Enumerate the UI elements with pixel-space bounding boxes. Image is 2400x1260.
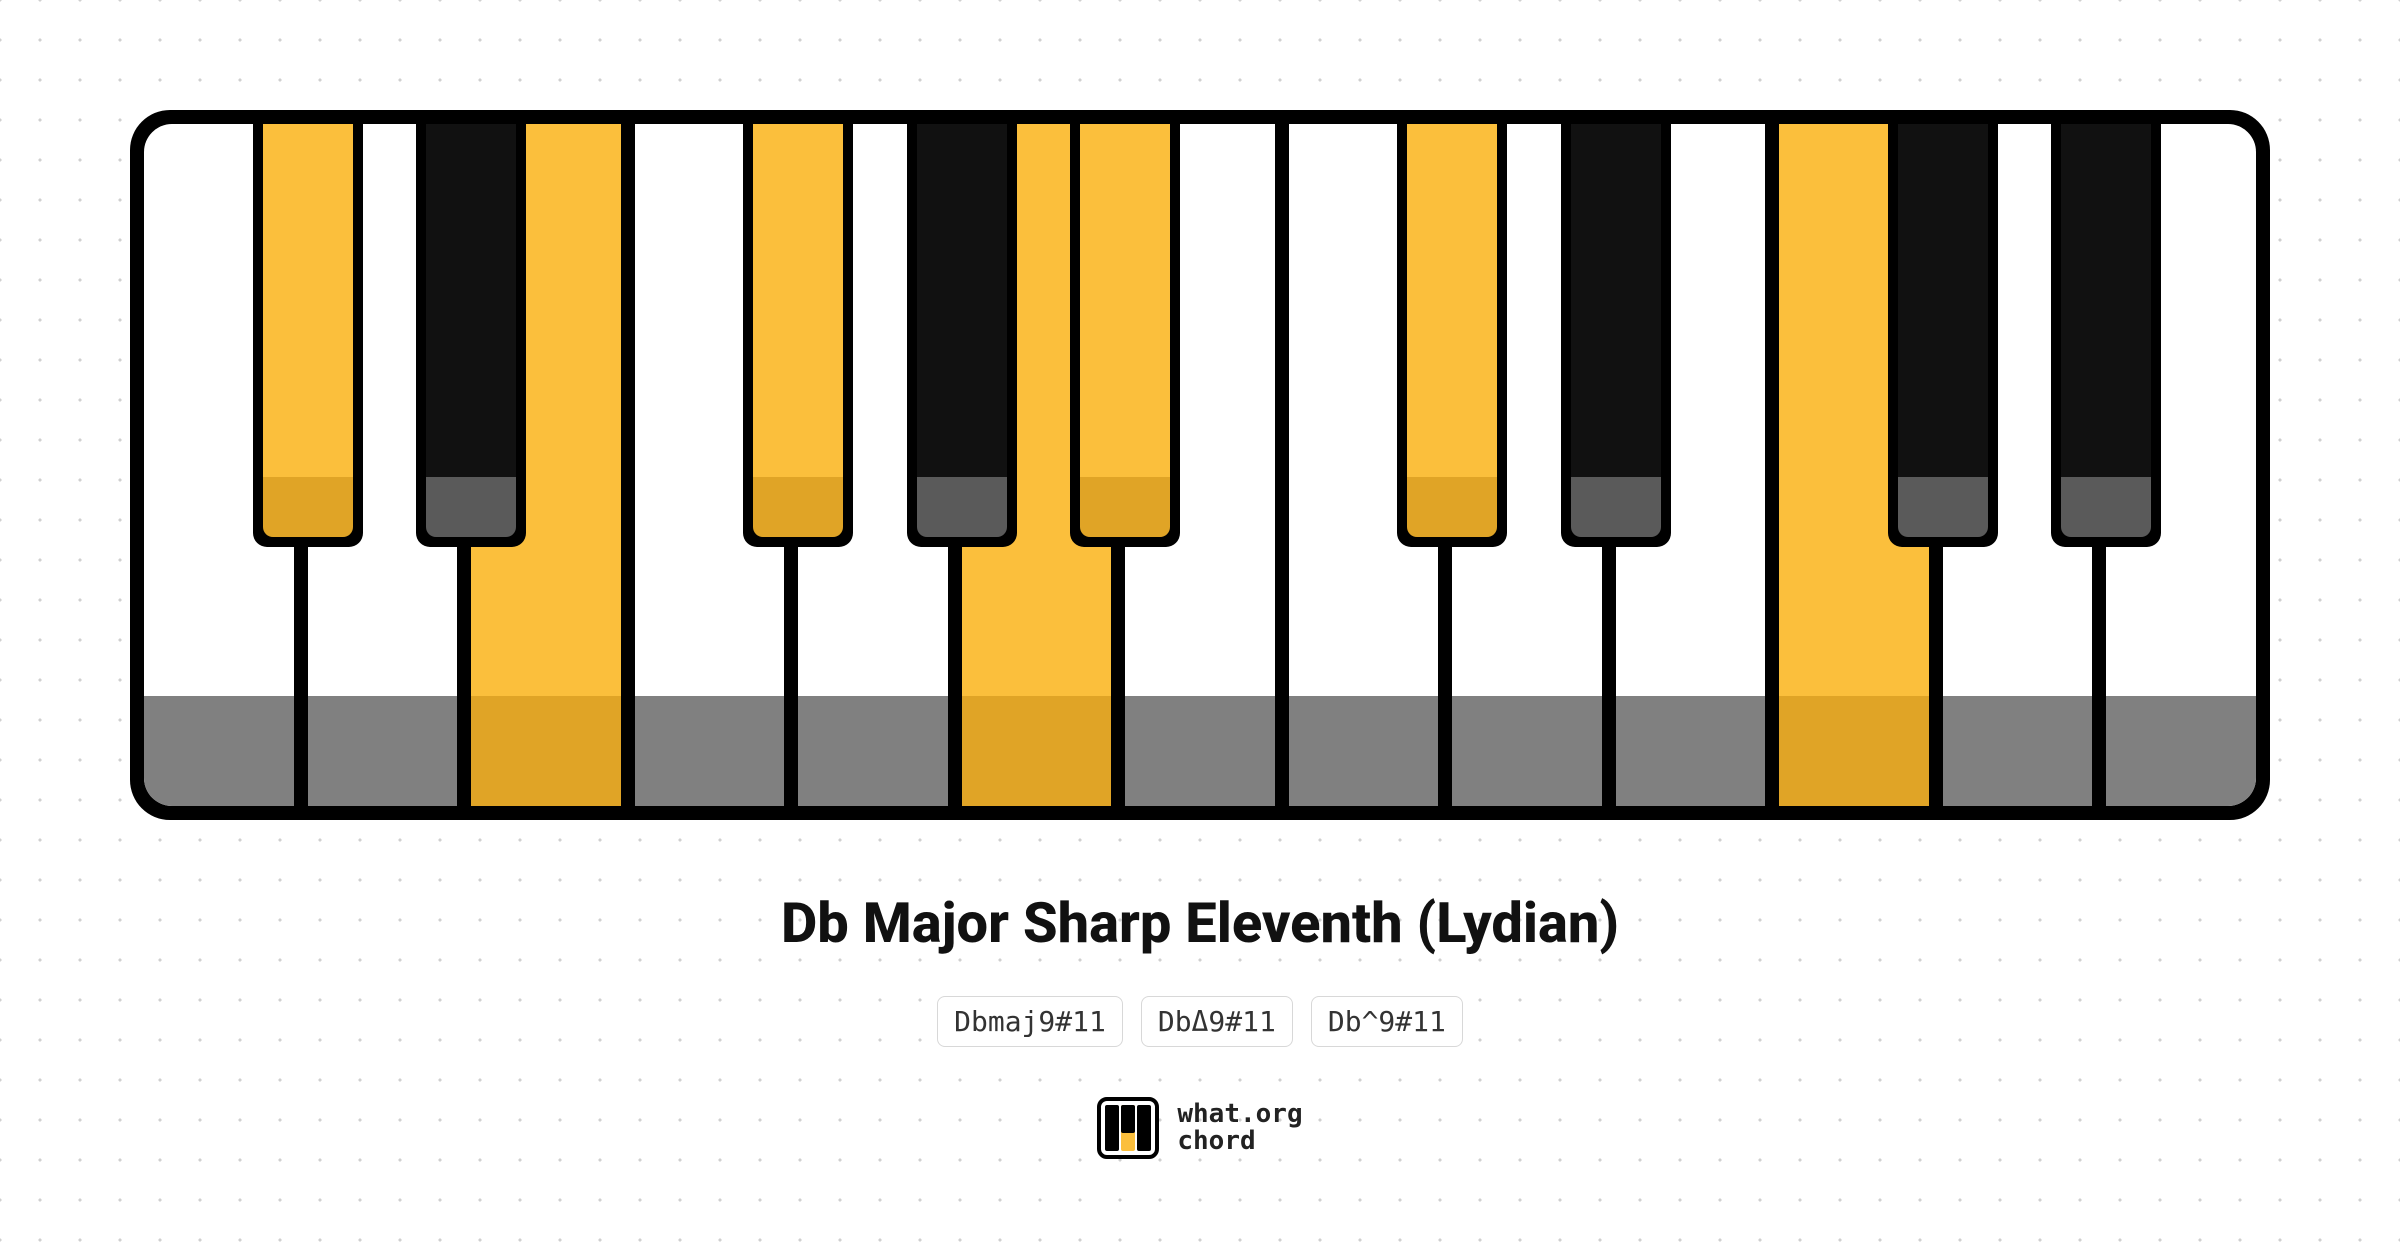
white-key (1125, 124, 1289, 806)
white-key (798, 124, 962, 806)
white-key (1779, 124, 1943, 806)
chord-title: Db Major Sharp Eleventh (Lydian) (781, 890, 1619, 956)
keyboard-inner (144, 124, 2256, 806)
piano-keyboard (130, 110, 2270, 820)
chord-symbol-chips: Dbmaj9#11 DbΔ9#11 Db^9#11 (937, 996, 1463, 1047)
white-key (308, 124, 472, 806)
white-key (635, 124, 799, 806)
chord-symbol-chip: Db^9#11 (1311, 996, 1463, 1047)
logo-icon (1097, 1097, 1159, 1159)
chord-symbol-chip: Dbmaj9#11 (937, 996, 1123, 1047)
logo-line-1: what.org (1177, 1101, 1302, 1128)
logo-line-2: chord (1177, 1128, 1302, 1155)
white-key (471, 124, 635, 806)
chord-symbol-chip: DbΔ9#11 (1141, 996, 1293, 1047)
white-key (2106, 124, 2256, 806)
white-key (144, 124, 308, 806)
site-logo: what.org chord (1097, 1097, 1302, 1159)
logo-text: what.org chord (1177, 1101, 1302, 1156)
white-key (1943, 124, 2107, 806)
white-key (962, 124, 1126, 806)
white-key (1289, 124, 1453, 806)
white-keys-row (144, 124, 2256, 806)
white-key (1452, 124, 1616, 806)
white-key (1616, 124, 1780, 806)
